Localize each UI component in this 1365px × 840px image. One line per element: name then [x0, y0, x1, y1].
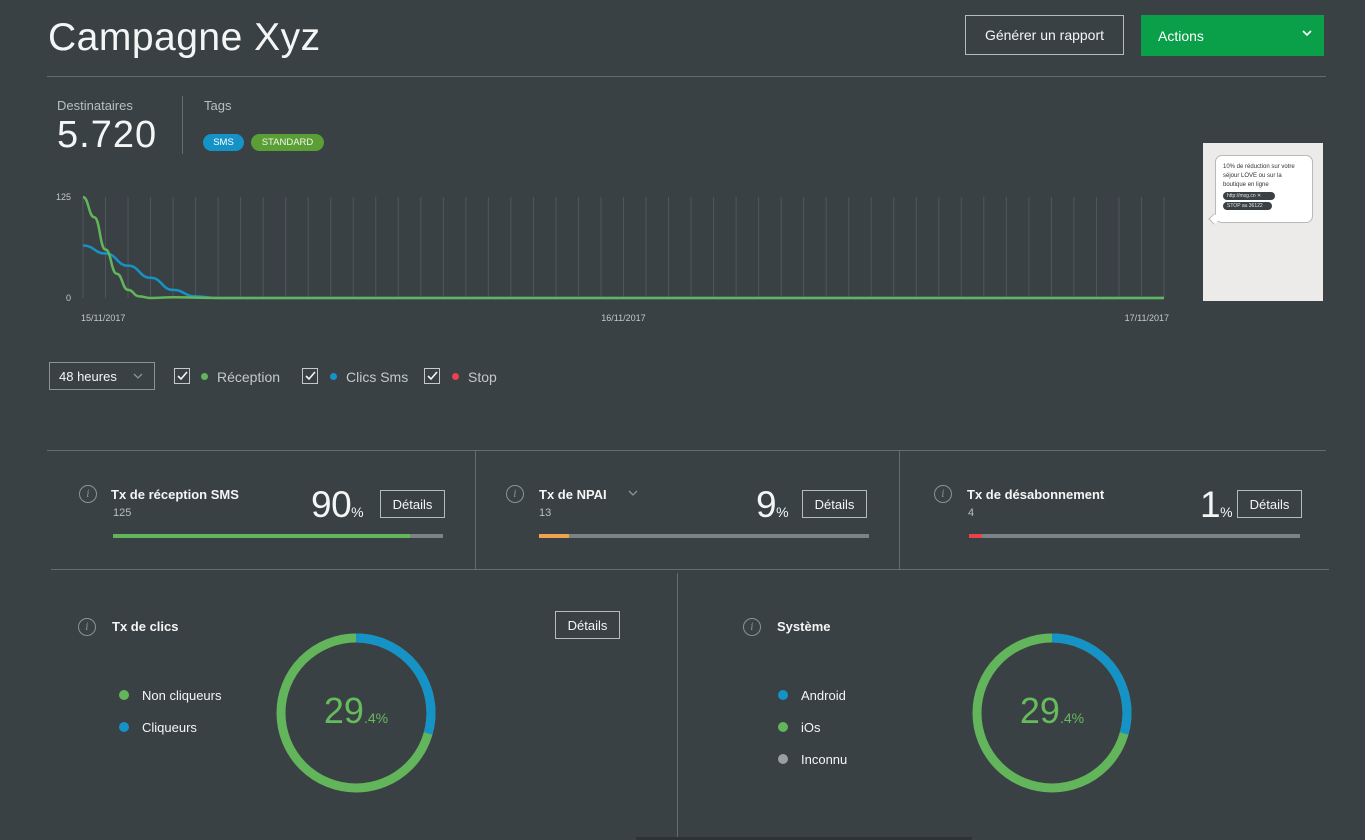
- activity-line-chart: 125 0 15/11/2017 16/11/2017 17/11/2017: [56, 192, 1169, 323]
- x-tick-label: 17/11/2017: [1125, 313, 1169, 323]
- sms-bubble: 10% de réduction sur votre séjour LOVE o…: [1215, 155, 1313, 223]
- system-donut-chart: [972, 633, 1132, 793]
- clicks-donut-chart: [276, 633, 436, 793]
- chevron-down-icon[interactable]: [628, 490, 638, 497]
- legend-label-ios: iOs: [801, 720, 821, 735]
- stop-legend-label: Stop: [468, 369, 497, 385]
- clicks-donut-value: 29.4%: [323, 690, 389, 731]
- kpi-reception-title: Tx de réception SMS: [111, 487, 239, 502]
- legend-dot-clickers: [119, 722, 129, 732]
- y-tick-label: 125: [56, 192, 71, 202]
- sms-message: 10% de réduction sur votre séjour LOVE o…: [1223, 164, 1295, 188]
- reception-checkbox[interactable]: [174, 368, 190, 384]
- kpi-unsubscribe-count: 4: [968, 507, 975, 519]
- legend-label-non-clickers: Non cliqueurs: [142, 688, 222, 703]
- check-icon: [177, 371, 188, 381]
- actions-dropdown-button[interactable]: Actions: [1141, 15, 1324, 56]
- kpi-npai-details-button[interactable]: Détails: [802, 490, 867, 518]
- legend-dot-non-clickers: [119, 690, 129, 700]
- legend-dot-ios: [778, 722, 788, 732]
- kpi-reception-progress-fill: [113, 534, 410, 538]
- info-icon[interactable]: i: [79, 485, 97, 503]
- legend-label-android: Android: [801, 688, 846, 703]
- actions-button-label: Actions: [1158, 27, 1204, 44]
- recipients-label: Destinataires: [57, 98, 133, 113]
- summary-divider: [182, 96, 183, 154]
- tag-sms: SMS: [203, 134, 244, 151]
- reception-legend-label: Réception: [217, 369, 281, 385]
- donut-segment-accent: [276, 633, 436, 793]
- clics-sms-checkbox[interactable]: [302, 368, 318, 384]
- stop-checkbox[interactable]: [424, 368, 440, 384]
- kpi-npai-progress: [539, 534, 869, 538]
- tags-label: Tags: [204, 98, 232, 113]
- page-title: Campagne Xyz: [48, 16, 321, 59]
- period-select[interactable]: 48 heures: [49, 362, 155, 390]
- kpi-reception-value: 90%: [311, 484, 364, 525]
- legend-dot-android: [778, 690, 788, 700]
- kpi-npai-value: 9%: [756, 484, 789, 525]
- sms-stop-pill: STOP au 36122: [1223, 202, 1272, 210]
- kpi-unsubscribe-value: 1%: [1200, 484, 1233, 525]
- reception-legend-dot: [201, 373, 208, 380]
- kpi-npai-count: 13: [539, 507, 552, 519]
- kpi-npai-title: Tx de NPAI: [539, 487, 607, 502]
- kpi-unsubscribe-details-button[interactable]: Détails: [1237, 490, 1302, 518]
- kpi-unsubscribe-progress: [969, 534, 1300, 538]
- generate-report-button[interactable]: Générer un rapport: [965, 15, 1124, 55]
- header-divider: [47, 76, 1326, 77]
- check-icon: [427, 371, 438, 381]
- kpi-divider: [899, 451, 900, 569]
- sms-link-pill: http://msg.cn ✕: [1223, 192, 1275, 200]
- info-icon[interactable]: i: [934, 485, 952, 503]
- chart-series-r-ception: [82, 195, 1164, 300]
- legend-label-unknown: Inconnu: [801, 752, 848, 767]
- legend-label-clickers: Cliqueurs: [142, 720, 197, 735]
- kpi-top-divider: [47, 450, 1326, 451]
- period-select-value: 48 heures: [59, 368, 117, 384]
- x-tick-label: 16/11/2017: [601, 313, 645, 323]
- horizontal-scrollbar[interactable]: [636, 837, 972, 840]
- cards-divider: [677, 573, 678, 837]
- kpi-reception-details-button[interactable]: Détails: [380, 490, 445, 518]
- system-donut-value: 29.4%: [1019, 690, 1085, 731]
- recipients-count: 5.720: [57, 114, 158, 156]
- clics-sms-legend-label: Clics Sms: [346, 369, 409, 385]
- stop-legend-dot: [452, 373, 459, 380]
- info-icon[interactable]: i: [506, 485, 524, 503]
- clicks-card-title: Tx de clics: [112, 619, 179, 634]
- tag-standard: STANDARD: [251, 134, 324, 151]
- sms-preview: 10% de réduction sur votre séjour LOVE o…: [1203, 143, 1323, 301]
- kpi-divider: [475, 451, 476, 569]
- chevron-down-icon: [1302, 30, 1312, 37]
- chevron-down-icon: [133, 373, 143, 379]
- kpi-reception-count: 125: [113, 507, 132, 519]
- kpi-unsubscribe-progress-fill: [969, 534, 983, 538]
- info-icon[interactable]: i: [743, 618, 761, 636]
- x-tick-label: 15/11/2017: [81, 313, 125, 323]
- kpi-npai-progress-fill: [539, 534, 569, 538]
- kpi-reception-progress: [113, 534, 443, 538]
- clics-sms-legend-dot: [330, 373, 337, 380]
- kpi-bottom-divider: [51, 569, 1329, 570]
- kpi-unsubscribe-title: Tx de désabonnement: [967, 487, 1105, 502]
- clicks-details-button[interactable]: Détails: [555, 611, 620, 639]
- legend-dot-unknown: [778, 754, 788, 764]
- system-card-title: Système: [777, 619, 831, 634]
- y-tick-label: 0: [66, 293, 71, 303]
- info-icon[interactable]: i: [78, 618, 96, 636]
- check-icon: [305, 371, 316, 381]
- donut-segment-accent: [972, 633, 1132, 793]
